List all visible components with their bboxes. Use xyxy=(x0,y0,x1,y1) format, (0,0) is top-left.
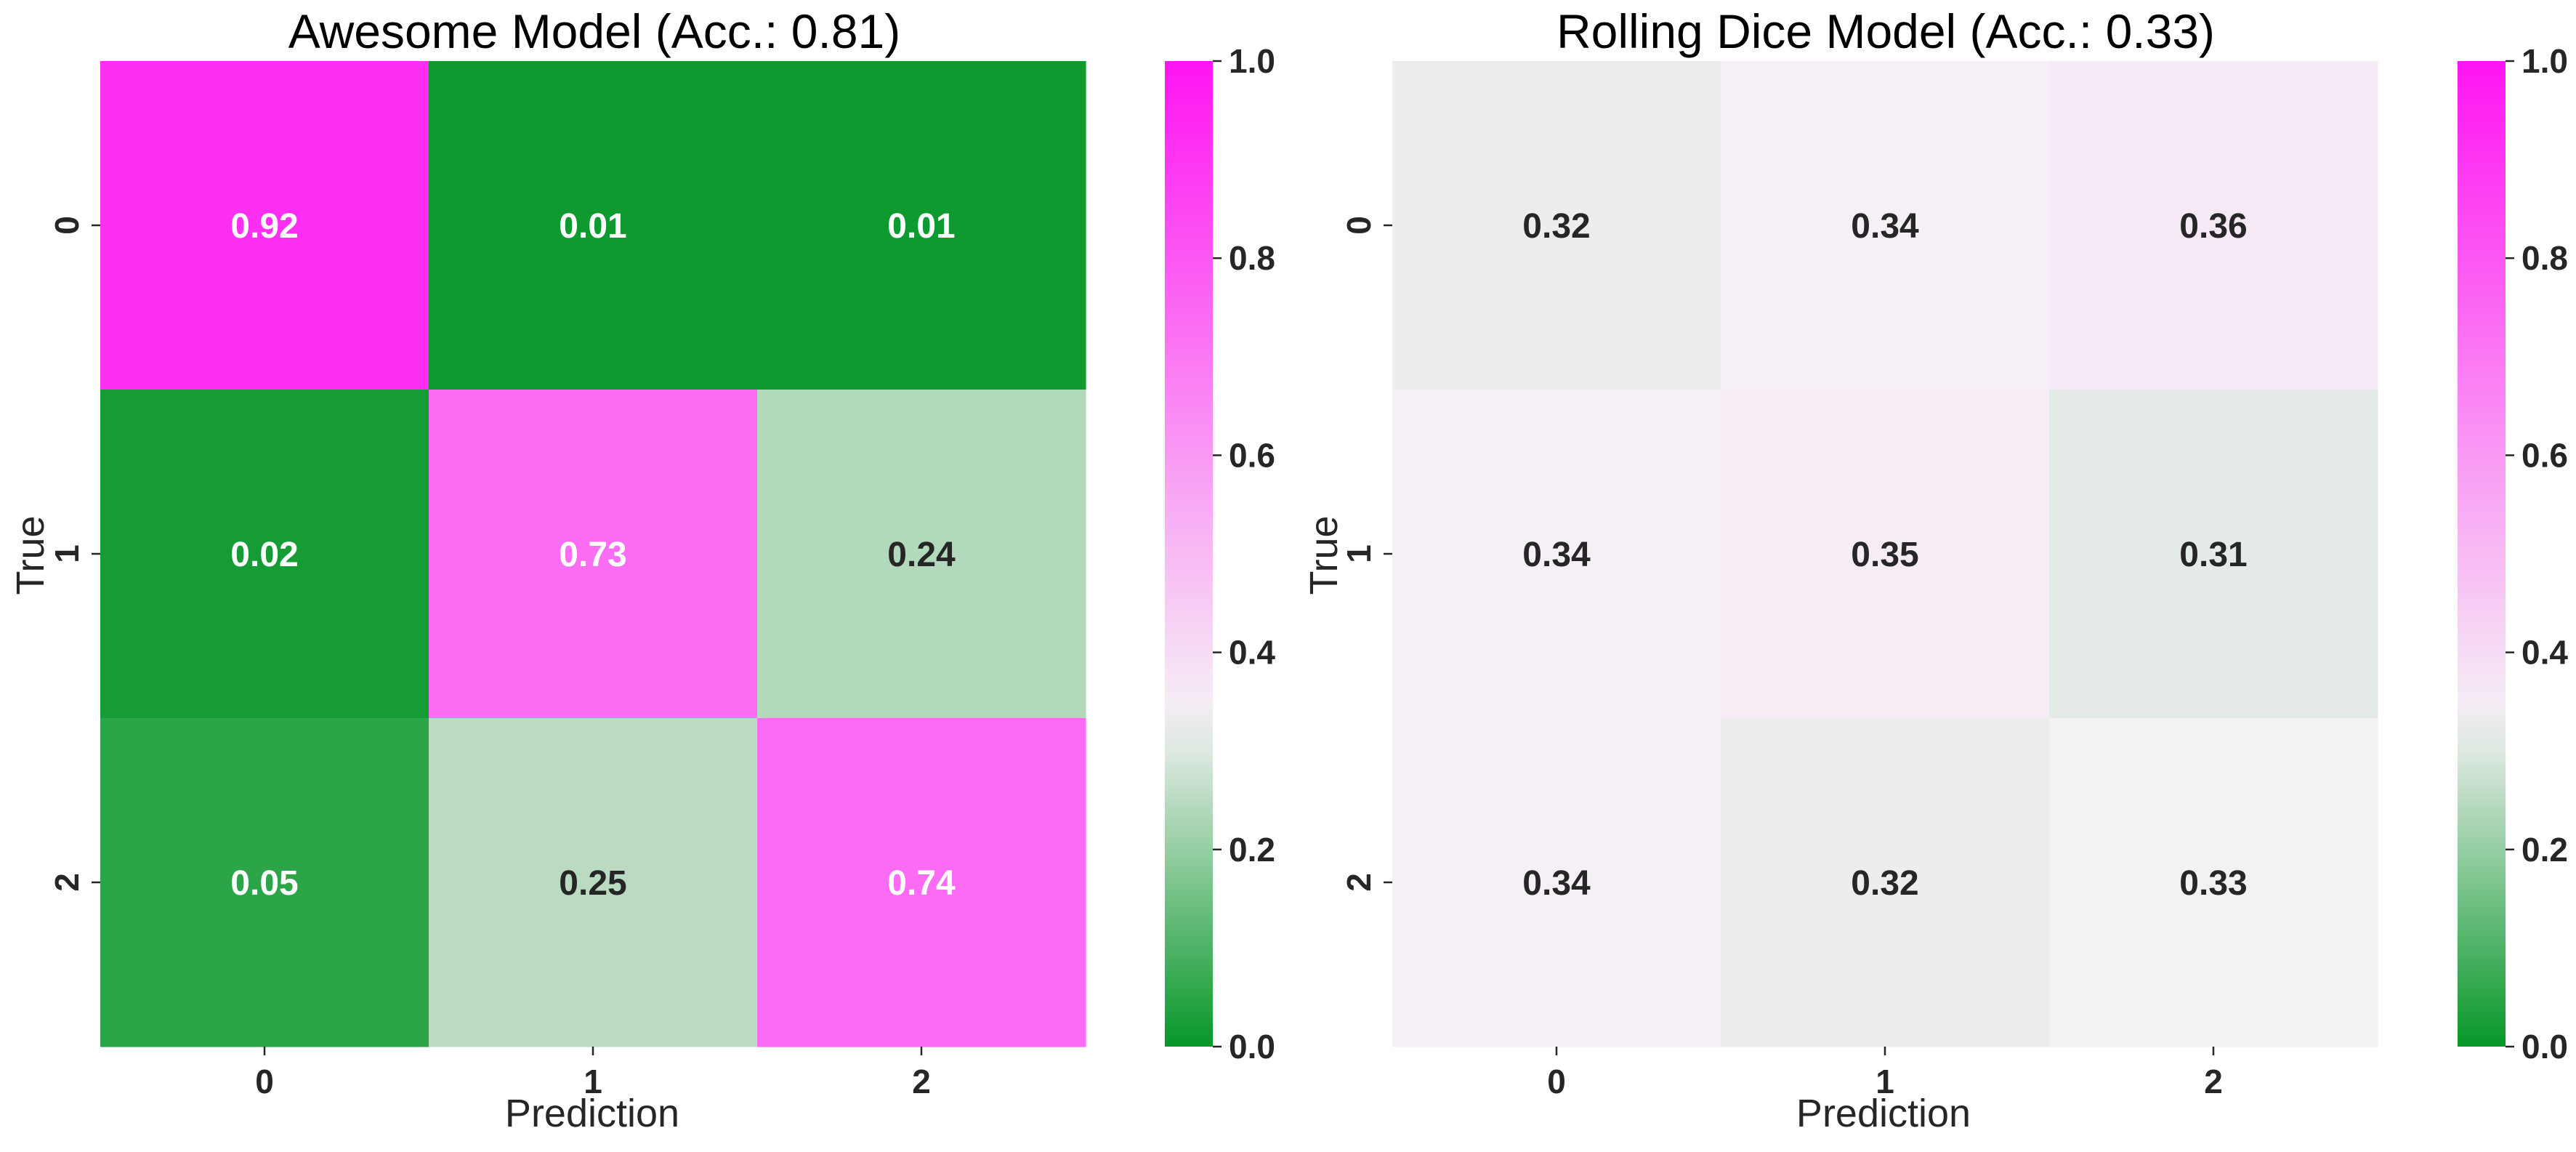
y-tick-label: 0 xyxy=(48,216,86,235)
cell-value-label: 0.36 xyxy=(2179,207,2247,246)
colorbar-tick-label: 0.8 xyxy=(2522,239,2568,277)
colorbar-tick-label: 0.6 xyxy=(1229,436,1275,474)
heatmap-cell xyxy=(1721,390,2050,719)
heatmap-panel-awesome-model: Awesome Model (Acc.: 0.81) 0.92 0.01 0.010… xyxy=(9,4,1275,1135)
heatmap-panel-rolling-dice-model: Rolling Dice Model (Acc.: 0.33) 0.32 0.34… xyxy=(1302,4,2568,1135)
x-tick-label: 0 xyxy=(255,1063,274,1100)
heatmap-cell xyxy=(757,718,1086,1047)
heatmap-cell xyxy=(2049,390,2378,719)
heatmap-cell xyxy=(429,390,758,719)
y-tick-label: 1 xyxy=(48,544,86,563)
cell-value-label: 0.25 xyxy=(559,864,626,903)
y-tick-label: 1 xyxy=(1340,544,1378,563)
colorbar-tick-label: 0.4 xyxy=(1229,634,1275,672)
heatmap-cell xyxy=(2049,718,2378,1047)
cell-value-label: 0.31 xyxy=(2179,536,2247,574)
chart-title: Rolling Dice Model (Acc.: 0.33) xyxy=(1556,4,2215,58)
heatmap-cell xyxy=(100,718,429,1047)
cell-value-label: 0.34 xyxy=(1522,536,1591,574)
colorbar-tick-label: 1.0 xyxy=(1229,42,1275,80)
cell-value-label: 0.32 xyxy=(1522,207,1590,246)
y-tick-label: 2 xyxy=(48,873,86,892)
colorbar-tick-label: 0.2 xyxy=(2522,831,2568,869)
colorbar-tick-label: 0.4 xyxy=(2522,634,2568,672)
colorbar-tick-label: 1.0 xyxy=(2522,42,2568,80)
cell-value-label: 0.01 xyxy=(559,207,626,246)
colorbar-gradient xyxy=(1165,61,1213,1047)
x-axis-label: Prediction xyxy=(505,1092,679,1135)
colorbar-tick-label: 0.0 xyxy=(1229,1028,1275,1066)
heatmap-cell xyxy=(1392,390,1721,719)
cell-value-label: 0.74 xyxy=(887,864,956,903)
heatmap-cell xyxy=(757,61,1086,390)
y-axis-label: True xyxy=(1302,515,1346,595)
y-tick-label: 0 xyxy=(1340,216,1378,235)
colorbar-tick-label: 0.6 xyxy=(2522,436,2568,474)
heatmap-cell xyxy=(1392,718,1721,1047)
colorbar-tick-label: 0.0 xyxy=(2522,1028,2568,1066)
heatmap-cell xyxy=(100,390,429,719)
cell-value-label: 0.34 xyxy=(1851,207,1919,246)
heatmap-cell xyxy=(429,61,758,390)
heatmap-cell xyxy=(757,390,1086,719)
cell-value-label: 0.24 xyxy=(887,536,956,574)
colorbar: 0.0 0.2 0.4 0.6 0.8 1.0 xyxy=(2458,42,2568,1066)
y-axis-label: True xyxy=(9,515,52,595)
colorbar: 0.0 0.2 0.4 0.6 0.8 1.0 xyxy=(1165,42,1275,1066)
axis-ticks: 0 1 2 0 1 2 xyxy=(1340,216,2223,1100)
heatmap-cell xyxy=(2049,61,2378,390)
cell-value-label: 0.92 xyxy=(230,207,298,246)
heatmap-cell xyxy=(1721,61,2050,390)
x-tick-label: 2 xyxy=(912,1063,931,1100)
heatmap-cell xyxy=(1392,61,1721,390)
x-tick-label: 1 xyxy=(584,1063,602,1100)
y-tick-label: 2 xyxy=(1340,873,1378,892)
heatmap-cells: 0.92 0.01 0.01 0.02 0.73 0.24 0.05 0.25 0.74 xyxy=(100,61,1086,1047)
heatmap-cell xyxy=(1721,718,2050,1047)
cell-value-label: 0.02 xyxy=(230,536,298,574)
x-tick-label: 0 xyxy=(1547,1063,1566,1100)
cell-value-label: 0.01 xyxy=(887,207,955,246)
x-tick-label: 1 xyxy=(1876,1063,1894,1100)
x-tick-label: 2 xyxy=(2204,1063,2223,1100)
chart-title: Awesome Model (Acc.: 0.81) xyxy=(288,4,900,58)
cell-value-label: 0.32 xyxy=(1851,864,1918,903)
cell-value-label: 0.33 xyxy=(2179,864,2247,903)
colorbar-tick-label: 0.8 xyxy=(1229,239,1275,277)
cell-value-label: 0.35 xyxy=(1851,536,1918,574)
axis-ticks: 0 1 2 0 1 2 xyxy=(48,216,931,1100)
colorbar-gradient xyxy=(2458,61,2506,1047)
heatmap-cell xyxy=(100,61,429,390)
cell-value-label: 0.73 xyxy=(559,536,626,574)
cell-value-label: 0.05 xyxy=(230,864,298,903)
colorbar-tick-label: 0.2 xyxy=(1229,831,1275,869)
heatmap-cells: 0.32 0.34 0.36 0.34 0.35 0.31 0.34 0.32 0.33 xyxy=(1392,61,2378,1047)
heatmap-cell xyxy=(429,718,758,1047)
x-axis-label: Prediction xyxy=(1796,1092,1971,1135)
cell-value-label: 0.34 xyxy=(1522,864,1591,903)
